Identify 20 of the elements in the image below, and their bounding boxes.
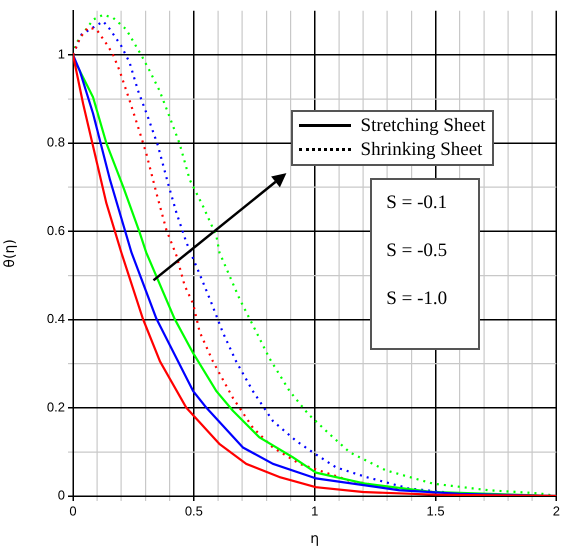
annotation: S = -0.1 xyxy=(386,192,448,214)
annotation: Stretching Sheet xyxy=(360,114,486,137)
annotation: S = -1.0 xyxy=(386,288,448,310)
label-box: S = -0.1 S = -0.5 S = -1.0 xyxy=(370,178,480,350)
x-tick-label: 0 xyxy=(69,503,77,518)
y-tick-label: 0.8 xyxy=(46,134,65,150)
annotation: S = -0.5 xyxy=(386,240,448,262)
x-tick-label: 0.5 xyxy=(184,503,203,518)
y-tick-label: 1 xyxy=(58,46,65,62)
x-tick-label: 1 xyxy=(311,503,318,518)
y-tick-label: 0.6 xyxy=(46,222,65,238)
y-tick-label: 0.4 xyxy=(46,311,65,326)
y-tick-label: 0 xyxy=(58,488,65,503)
y-tick-label: 0.2 xyxy=(46,399,65,414)
x-tick-label: 1.5 xyxy=(426,503,445,518)
annotation: Shrinking Sheet xyxy=(360,138,482,161)
x-tick-label: 2 xyxy=(552,503,560,518)
legend-box: Stretching Sheet Shrinking Sheet xyxy=(290,110,494,166)
y-axis-title: θ(η) xyxy=(2,239,18,268)
x-axis-title: η xyxy=(310,531,320,548)
